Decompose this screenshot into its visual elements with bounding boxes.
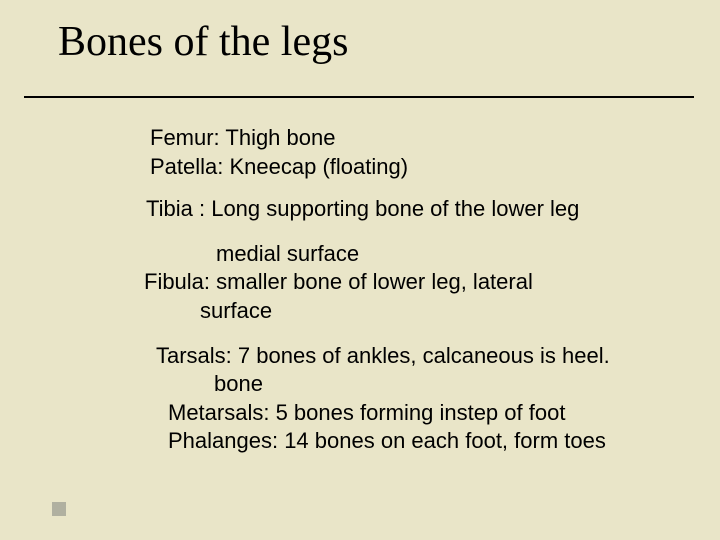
line-fibula-2: surface bbox=[200, 297, 690, 326]
line-medial: medial surface bbox=[216, 240, 690, 269]
title-underline bbox=[24, 96, 694, 98]
line-phalanges: Phalanges: 14 bones on each foot, form t… bbox=[168, 427, 690, 456]
block-medial-fibula: medial surface Fibula: smaller bone of l… bbox=[144, 240, 690, 326]
line-metarsals: Metarsals: 5 bones forming instep of foo… bbox=[168, 399, 690, 428]
block-femur-patella: Femur: Thigh bone Patella: Kneecap (floa… bbox=[150, 124, 690, 181]
line-patella: Patella: Kneecap (floating) bbox=[150, 153, 690, 182]
block-tibia: Tibia : Long supporting bone of the lowe… bbox=[146, 195, 690, 224]
line-tibia: Tibia : Long supporting bone of the lowe… bbox=[146, 195, 690, 224]
slide-title: Bones of the legs bbox=[58, 18, 348, 66]
line-tarsals: Tarsals: 7 bones of ankles, calcaneous i… bbox=[156, 342, 690, 371]
line-femur: Femur: Thigh bone bbox=[150, 124, 690, 153]
line-bone: bone bbox=[214, 370, 690, 399]
footer-bullet-icon bbox=[52, 502, 66, 516]
slide-body: Femur: Thigh bone Patella: Kneecap (floa… bbox=[150, 124, 690, 456]
line-fibula-1: Fibula: smaller bone of lower leg, later… bbox=[144, 268, 690, 297]
block-tarsals-etc: Tarsals: 7 bones of ankles, calcaneous i… bbox=[156, 342, 690, 456]
